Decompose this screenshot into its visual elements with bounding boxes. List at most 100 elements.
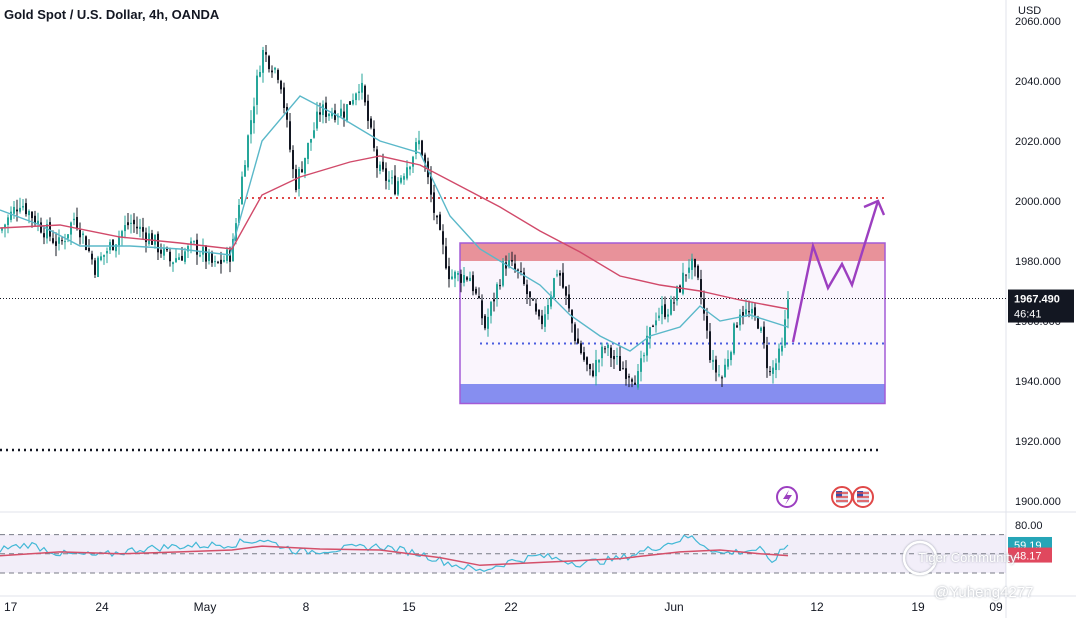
candle-body [16, 209, 18, 212]
candle-body [364, 85, 366, 103]
candle-body [472, 275, 474, 292]
candle-body [187, 246, 189, 252]
candle-body [664, 304, 666, 318]
candle-body [385, 168, 387, 181]
candle-body [106, 251, 108, 254]
candle-body [691, 258, 693, 270]
candle-body [58, 237, 60, 244]
candle-body [676, 286, 678, 301]
candle-body [130, 222, 132, 224]
candle-body [568, 294, 570, 309]
candle-body [565, 286, 567, 296]
time-axis-tick: 09 [989, 600, 1003, 614]
candle-body [406, 167, 408, 179]
tiger-logo-icon [902, 540, 938, 576]
candle-body [412, 156, 414, 167]
price-axis-tick: 1980.000 [1015, 256, 1061, 268]
rsi-ma-label: 48.17 [1014, 551, 1042, 563]
time-axis-tick: 15 [402, 600, 416, 614]
candle-body [163, 247, 165, 256]
price-axis-tick: 2060.000 [1015, 16, 1061, 28]
candle-body [220, 259, 222, 264]
candle-body [358, 91, 360, 94]
candle-body [610, 347, 612, 358]
candle-body [142, 227, 144, 232]
candle-body [454, 271, 456, 279]
candle-body [115, 244, 117, 252]
us-flag-canton [857, 491, 863, 497]
candle-body [730, 352, 732, 361]
support-zone [460, 384, 885, 404]
time-axis-tick: 12 [810, 600, 824, 614]
candle-body [703, 298, 705, 314]
candle-body [538, 310, 540, 317]
candle-body [289, 121, 291, 150]
candle-body [442, 231, 444, 245]
time-axis-tick: 17 [4, 600, 18, 614]
candle-body [544, 314, 546, 327]
candle-body [127, 222, 129, 226]
candle-body [229, 250, 231, 262]
candle-body [421, 140, 423, 156]
range-box [459, 242, 886, 405]
candle-body [133, 219, 135, 225]
candle-body [136, 226, 138, 229]
candle-body [205, 246, 207, 262]
candle-body [607, 344, 609, 349]
candle-body [154, 234, 156, 245]
candle-body [433, 192, 435, 213]
currency-label: USD [1018, 5, 1042, 17]
candle-body [301, 169, 303, 173]
candle-body [682, 272, 684, 294]
candle-body [262, 49, 264, 73]
candle-body [145, 232, 147, 243]
candle-body [631, 379, 633, 382]
candle-body [211, 251, 213, 263]
candle-body [418, 140, 420, 145]
candle-body [349, 101, 351, 105]
candle-body [190, 241, 192, 244]
candle-body [679, 285, 681, 293]
time-axis-tick: Jun [664, 600, 683, 614]
candle-body [652, 325, 654, 327]
candle-body [502, 261, 504, 286]
candle-body [67, 234, 69, 239]
candle-body [22, 206, 24, 208]
candle-body [466, 277, 468, 280]
candle-body [247, 135, 249, 168]
candle-body [595, 359, 597, 377]
candle-body [727, 359, 729, 367]
candle-body [307, 142, 309, 159]
candle-body [583, 352, 585, 360]
candle-body [766, 345, 768, 369]
candle-body [112, 239, 114, 251]
candle-body [550, 295, 552, 307]
candle-body [775, 363, 777, 370]
candle-body [37, 220, 39, 225]
candle-body [715, 359, 717, 373]
candle-body [649, 327, 651, 339]
candle-body [445, 246, 447, 269]
candle-body [598, 360, 600, 363]
candle-body [709, 331, 711, 361]
candle-body [76, 217, 78, 228]
symbol-title[interactable]: Gold Spot / U.S. Dollar, 4h, OANDA [4, 7, 220, 22]
candle-body [223, 259, 225, 262]
candle-body [217, 261, 219, 263]
candle-body [526, 284, 528, 295]
time-axis-tick: May [194, 600, 217, 614]
candle-body [622, 368, 624, 370]
candle-body [523, 272, 525, 284]
candle-body [70, 222, 72, 235]
candle-body [535, 303, 537, 312]
candle-body [616, 356, 618, 358]
candle-body [19, 207, 21, 212]
candle-body [55, 241, 57, 246]
candle-body [25, 203, 27, 215]
candle-body [94, 260, 96, 275]
candle-body [370, 118, 372, 128]
candle-body [646, 335, 648, 356]
candle-body [742, 312, 744, 317]
candle-body [13, 206, 15, 214]
